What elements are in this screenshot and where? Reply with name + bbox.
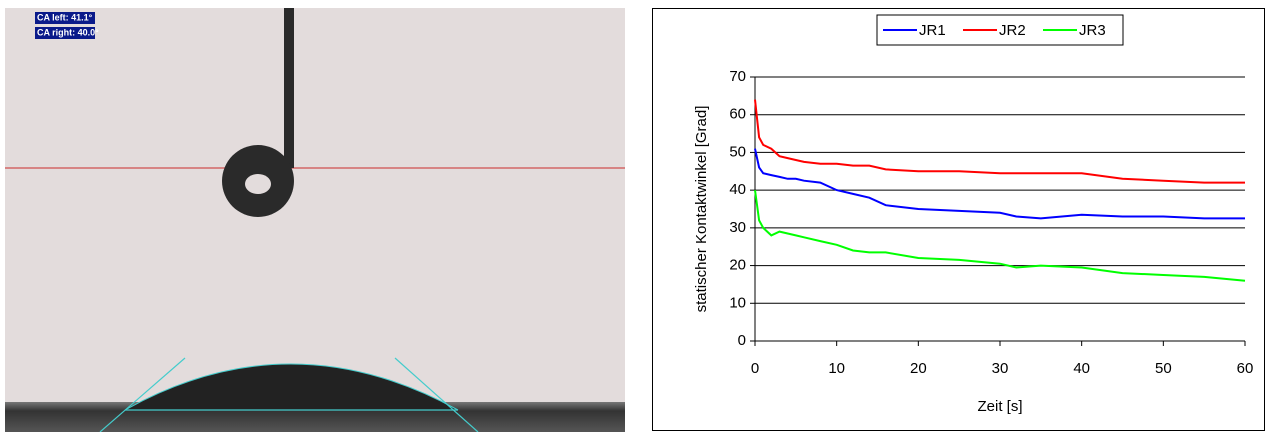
y-tick-label: 30 xyxy=(729,219,746,236)
y-tick-label: 70 xyxy=(729,68,746,85)
x-tick-label: 20 xyxy=(910,360,927,377)
legend-box xyxy=(876,14,1124,46)
series-line xyxy=(754,148,1245,220)
tangent-left xyxy=(99,357,186,432)
y-tick-label: 50 xyxy=(729,143,746,160)
series-line xyxy=(754,99,1245,184)
legend-label: JR1 xyxy=(919,22,946,39)
tangent-right xyxy=(394,357,479,432)
photo-background xyxy=(5,8,625,432)
chart: 0 10 20 30 40 50 60 70 0 10 20 30 40 50 60 Zeit [s] stat… xyxy=(693,14,1254,415)
label-box xyxy=(35,27,95,39)
y-tick-label: 40 xyxy=(729,181,746,198)
y-axis-label: statischer Kontaktwinkel [Grad] xyxy=(693,106,710,313)
legend-label: JR3 xyxy=(1079,22,1106,39)
photo-label: CA left: 41.1° xyxy=(37,12,93,22)
x-tick-label: 10 xyxy=(828,360,845,377)
photo: CA left: 41.1° CA right: 40.0° xyxy=(5,8,625,432)
legend-label: JR2 xyxy=(999,22,1026,39)
label-box xyxy=(35,12,95,24)
y-tick-label: 10 xyxy=(729,294,746,311)
photo-label: CA right: 40.0° xyxy=(37,27,99,37)
legend: JR1 JR2 JR3 xyxy=(876,14,1124,46)
x-tick-label: 40 xyxy=(1073,360,1090,377)
y-tick-label: 20 xyxy=(729,257,746,274)
x-tick-label: 60 xyxy=(1237,360,1254,377)
x-tick-label: 0 xyxy=(751,360,759,377)
x-axis-label: Zeit [s] xyxy=(977,398,1022,415)
drop-highlight xyxy=(245,174,271,194)
x-tick-label: 30 xyxy=(992,360,1009,377)
y-tick-label: 0 xyxy=(738,332,746,349)
drop-contour xyxy=(124,363,459,411)
needle xyxy=(284,8,294,168)
x-tick-label: 50 xyxy=(1155,360,1172,377)
y-tick-label: 60 xyxy=(729,106,746,123)
series-line xyxy=(754,189,1246,282)
